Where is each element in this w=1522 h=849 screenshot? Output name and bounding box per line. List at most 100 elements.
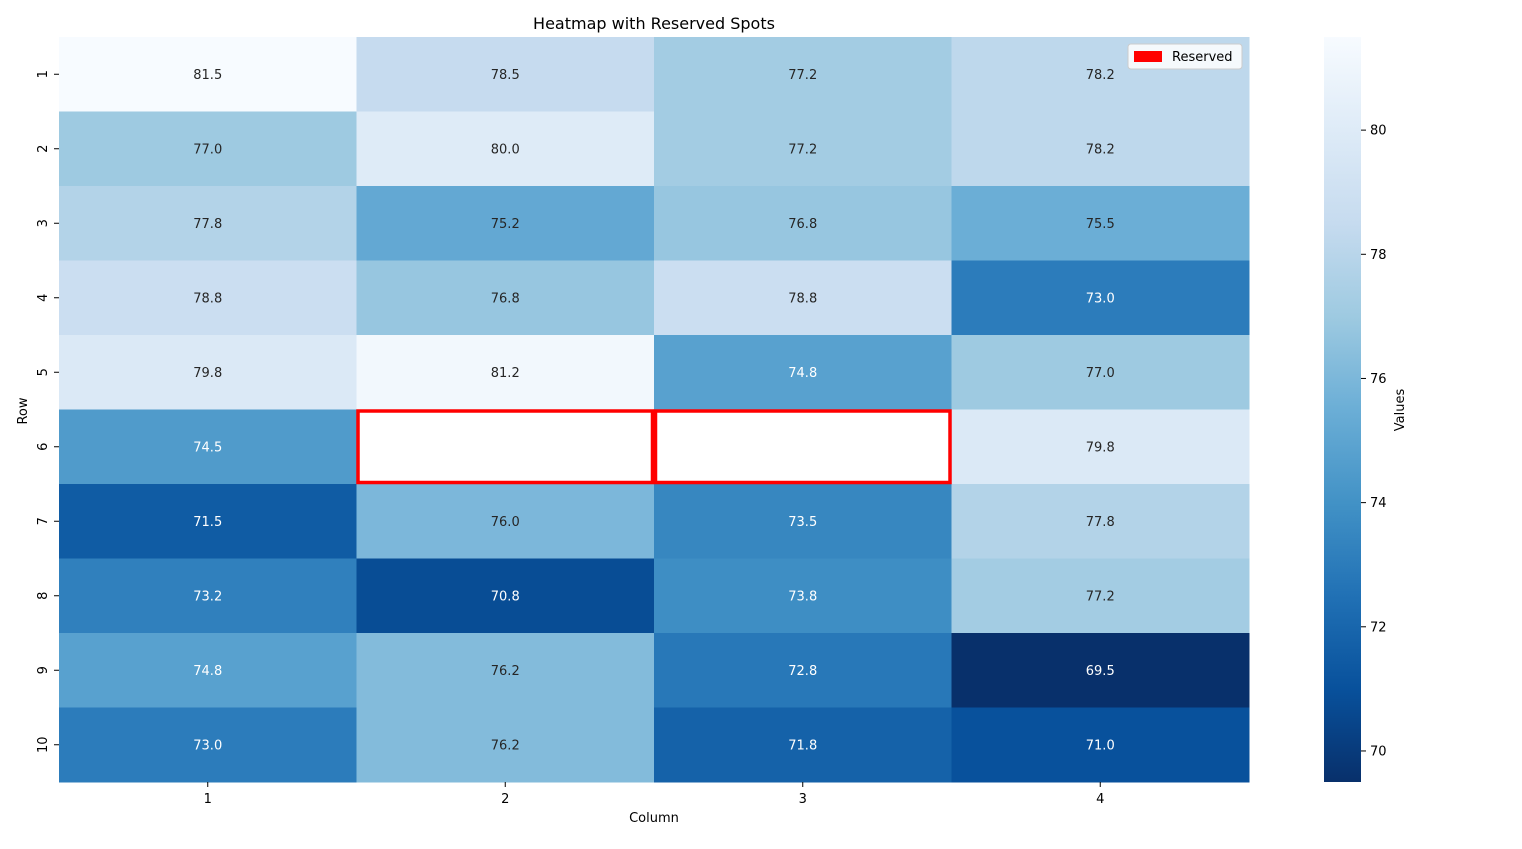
colorbar-tick-label: 74 (1370, 496, 1387, 511)
y-tick-label: 10 (36, 736, 51, 753)
y-tick-label: 2 (36, 145, 51, 153)
cell-value-label: 73.0 (193, 738, 222, 753)
heatmap-cell (59, 186, 357, 261)
colorbar: 70 72 74 76 78 80 Values (1324, 37, 1408, 782)
heatmap-cell (59, 409, 357, 485)
heatmap-cell (951, 484, 1250, 559)
heatmap-cell (356, 484, 655, 559)
cell-value-label: 74.5 (193, 440, 222, 455)
cell-value-label: 76.2 (491, 664, 520, 679)
cell-value-label: 69.5 (1086, 664, 1115, 679)
x-tick-label: 4 (1096, 792, 1104, 807)
heatmap-cell (951, 409, 1250, 485)
cell-value-label: 78.8 (193, 291, 222, 306)
heatmap-cell (356, 707, 655, 783)
y-tick-label: 9 (36, 666, 51, 674)
cell-value-label: 71.5 (193, 515, 222, 530)
heatmap-cell (59, 707, 357, 783)
heatmap-cell (654, 335, 952, 410)
colorbar-gradient (1324, 37, 1361, 782)
heatmap-cell (951, 335, 1250, 410)
y-axis-label: Row (16, 397, 31, 424)
heatmap-cell (951, 558, 1250, 634)
colorbar-ticks: 70 72 74 76 78 80 (1361, 124, 1387, 759)
cell-value-label: 75.5 (1086, 217, 1115, 232)
heatmap-cell (951, 707, 1250, 783)
cell-value-label: 77.0 (193, 142, 222, 157)
heatmap-cell-empty (356, 409, 654, 484)
cell-value-label: 79.8 (193, 366, 222, 381)
heatmap-cell (356, 633, 655, 708)
reserved-cell-outline (356, 409, 655, 485)
y-tick-label: 6 (36, 443, 51, 451)
cell-value-label: 76.8 (788, 217, 817, 232)
cell-value-label: 79.8 (1086, 440, 1115, 455)
reserved-cell-outline (653, 409, 952, 485)
cell-value-label: 78.8 (788, 291, 817, 306)
cell-value-label: 73.2 (193, 589, 222, 604)
colorbar-label: Values (1393, 389, 1408, 432)
heatmap-cell (654, 111, 952, 187)
cell-value-label: 74.8 (788, 366, 817, 381)
cell-value-label: 75.2 (491, 217, 520, 232)
heatmap-cell-empty (654, 409, 952, 484)
heatmap-cell (59, 37, 357, 112)
cell-value-label: 78.2 (1086, 68, 1115, 83)
heatmap-cell (951, 186, 1250, 261)
chart-title: Heatmap with Reserved Spots (533, 14, 775, 33)
colorbar-tick-label: 76 (1370, 372, 1387, 387)
y-tick-label: 4 (36, 294, 51, 302)
legend-box (1127, 43, 1243, 70)
reserved-outlines (356, 409, 952, 485)
cell-value-label: 70.8 (491, 589, 520, 604)
heatmap-cell (356, 335, 655, 410)
cell-value-label: 81.2 (491, 366, 520, 381)
heatmap-cell (951, 633, 1250, 708)
cell-value-label: 78.5 (491, 68, 520, 83)
cell-value-label: 77.2 (788, 142, 817, 157)
y-axis-ticks: 1 2 3 4 5 6 7 8 9 10 (36, 70, 59, 753)
cell-value-label: 71.0 (1086, 738, 1115, 753)
x-tick-label: 2 (501, 792, 509, 807)
cell-value-label: 81.5 (193, 68, 222, 83)
heatmap-cell (951, 111, 1250, 187)
heatmap-cell (654, 558, 952, 634)
y-tick-label: 1 (36, 70, 51, 78)
heatmap-cell (59, 484, 357, 559)
heatmap-cell (654, 484, 952, 559)
cell-value-label: 77.8 (1086, 515, 1115, 530)
y-tick-label: 3 (36, 219, 51, 227)
colorbar-tick-label: 72 (1370, 620, 1387, 635)
heatmap-cell (356, 260, 655, 336)
y-tick-label: 5 (36, 368, 51, 376)
legend-swatch-reserved (1134, 51, 1162, 62)
heatmap-cell (59, 558, 357, 634)
x-tick-label: 3 (799, 792, 807, 807)
legend: Reserved (1127, 43, 1243, 70)
heatmap-cell (59, 260, 357, 336)
heatmap-cells: 81.5 78.5 77.2 78.2 77.0 80.0 77.2 78.2 77.8 75.2… (59, 37, 1250, 783)
cell-value-label: 77.8 (193, 217, 222, 232)
y-tick-label: 7 (36, 517, 51, 525)
cell-value-label: 76.0 (491, 515, 520, 530)
heatmap-cell (356, 186, 655, 261)
heatmap-cell (654, 633, 952, 708)
cell-value-label: 71.8 (788, 738, 817, 753)
heatmap-cell (59, 335, 357, 410)
heatmap-cell (654, 37, 952, 112)
heatmap-cell (59, 633, 357, 708)
heatmap-cell (356, 558, 655, 634)
cell-value-label: 73.0 (1086, 291, 1115, 306)
heatmap-cell (356, 111, 655, 187)
cell-value-label: 74.8 (193, 664, 222, 679)
cell-value-label: 78.2 (1086, 142, 1115, 157)
x-axis-label: Column (629, 811, 679, 826)
cell-value-label: 80.0 (491, 142, 520, 157)
cell-value-label: 77.2 (1086, 589, 1115, 604)
heatmap-cell (654, 186, 952, 261)
cell-value-label: 77.2 (788, 68, 817, 83)
heatmap-cell (654, 707, 952, 783)
x-tick-label: 1 (204, 792, 212, 807)
heatmap-cell (59, 111, 357, 187)
